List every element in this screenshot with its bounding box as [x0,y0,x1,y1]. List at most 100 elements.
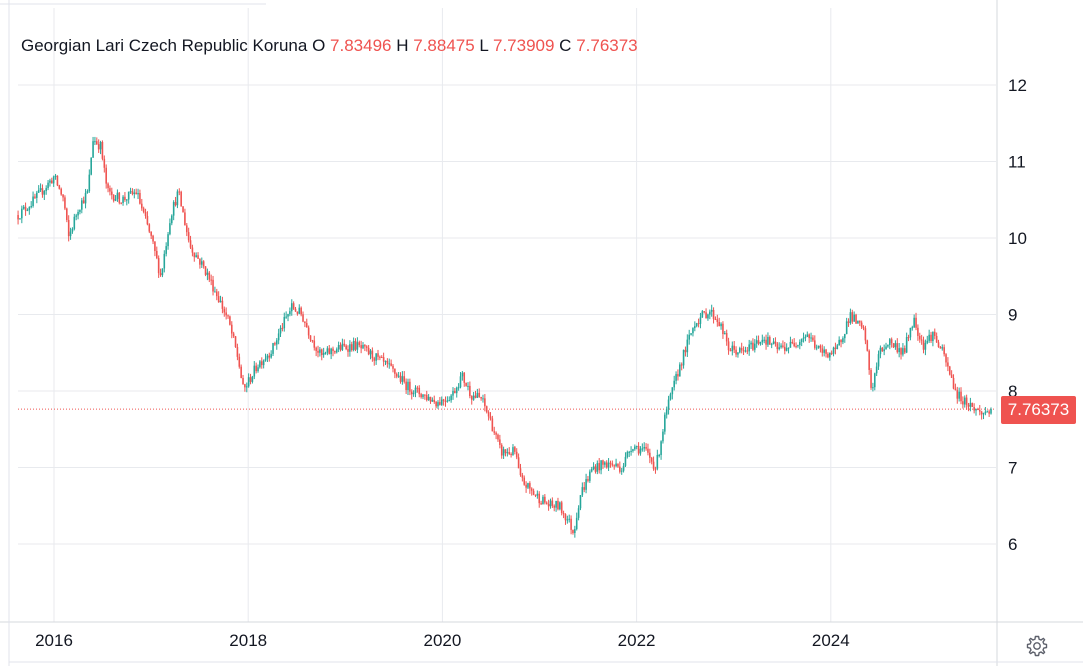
candle-body [566,519,569,521]
candle-body [210,279,212,281]
candle-body [114,198,117,201]
candle-body [530,488,533,491]
candle-body [403,376,406,382]
candle-body [60,188,62,195]
y-tick-label: 8 [1008,382,1017,401]
candle-body [761,339,764,343]
candle-body [883,349,885,352]
candle-body [739,348,741,353]
candle-body [647,448,649,453]
candle-body [671,387,674,395]
candle-body [840,339,842,343]
candle-body [281,327,284,329]
candle-body [579,495,582,509]
candle-body [482,398,484,400]
candle-body [589,471,591,481]
candle-body [560,502,563,513]
candle-body [395,373,398,377]
candle-body [872,387,874,389]
candle-body [774,341,777,344]
candle-body [467,385,469,387]
candle-body [319,349,321,353]
candle-body [890,339,893,344]
candle-body [176,191,179,206]
candle-body [669,394,672,400]
candle-body [682,349,685,366]
candle-body [377,353,379,357]
legend-close-value: 7.76373 [576,36,638,55]
candle-body [371,350,374,359]
candle-body [502,449,505,456]
candle-body [784,346,786,351]
candle-body [339,345,342,350]
candle-body [500,444,503,456]
candle-body [328,348,331,355]
candle-body [641,448,644,450]
candle-body [971,402,974,408]
candle-body [69,231,72,237]
candle-body [755,340,758,344]
candle-body [208,272,211,280]
candle-body [178,191,181,193]
candle-body [499,439,501,445]
candle-body [232,333,235,337]
candle-body [740,348,743,351]
candle-body [103,158,106,168]
candle-body [350,344,353,351]
candle-body [101,142,104,159]
candle-body [425,394,428,401]
candle-body [41,188,44,195]
candle-body [909,327,912,338]
candle-body [79,209,81,212]
candle-body [793,343,795,347]
candle-body [165,246,167,254]
candle-body [963,397,966,405]
candle-body [615,463,617,467]
candle-body [870,369,872,388]
candle-body [225,312,227,316]
candle-body [570,518,572,530]
candle-body [491,418,494,432]
legend-low-label: L [479,36,489,55]
candle-body [849,312,852,323]
candle-body [116,192,119,199]
candle-body [307,327,310,336]
candle-body [515,451,518,458]
candle-body [692,328,694,334]
candle-body [529,483,531,489]
candle-body [111,191,113,195]
candle-body [184,212,186,226]
candle-body [654,468,657,470]
legend-symbol: Georgian Lari Czech Republic Koruna [21,36,308,55]
candle-body [127,191,130,200]
candle-body [830,352,833,354]
candle-body [574,529,576,534]
candle-body [559,502,561,510]
candle-body [709,311,711,315]
candle-body [253,365,256,377]
candle-body [877,354,880,367]
candle-body [604,462,606,465]
candle-body [517,457,520,469]
candle-body [660,441,662,455]
candle-body [401,376,404,382]
candle-body [62,194,64,198]
candle-body [568,518,571,520]
candle-body [525,484,527,488]
gear-icon[interactable] [1025,634,1049,658]
candle-body [302,314,304,322]
candle-body [632,449,634,451]
candle-body [527,483,529,488]
x-tick-label: 2020 [423,631,461,650]
candle-body [420,394,422,398]
candle-body [827,353,829,358]
candle-body [506,452,509,454]
candle-body [422,394,424,398]
candle-body [45,188,47,191]
candle-body [864,328,867,341]
candle-body [596,463,599,472]
candle-body [34,196,36,198]
last-price-label: 7.76373 [1001,396,1076,424]
candle-body [510,453,512,456]
